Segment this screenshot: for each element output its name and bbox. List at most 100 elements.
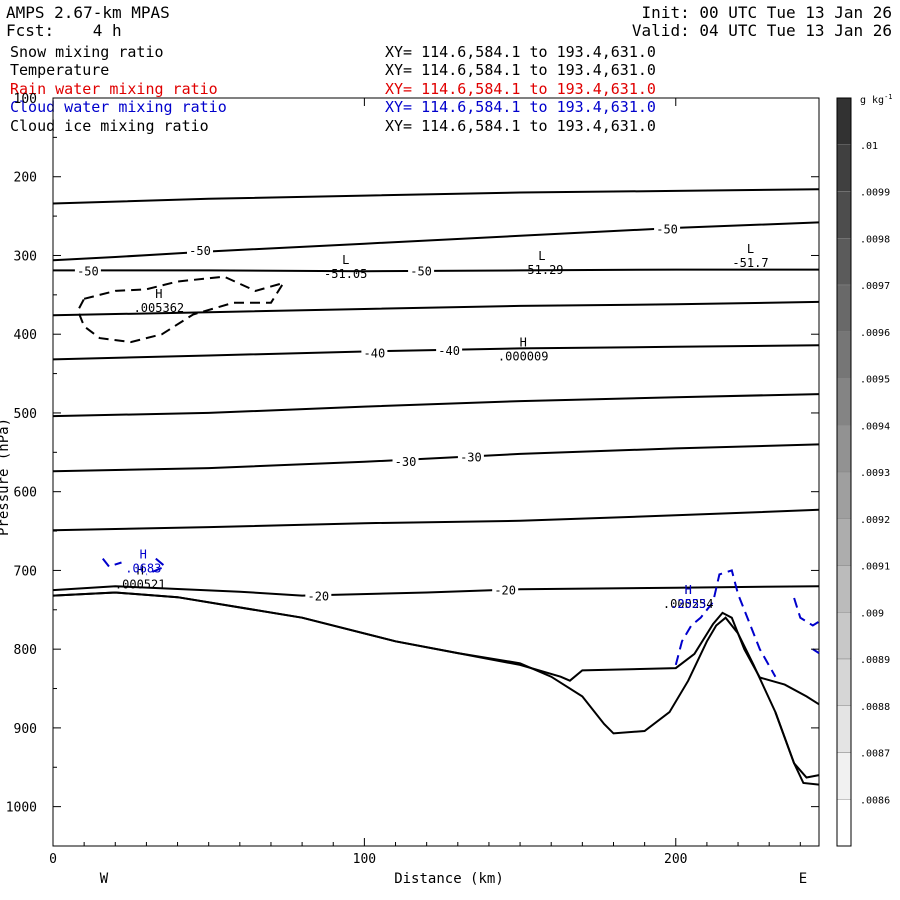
contour-label-9: -20 <box>494 583 516 597</box>
plot-layer: -50-50 -50-50-40 -40-30 -30-20 -20L-51.05L-5… <box>52 188 820 786</box>
field-name-cloud-ice: Cloud ice mixing ratio <box>10 117 209 135</box>
contour-label-0: -50 <box>189 244 211 258</box>
field-name-temperature: Temperature <box>10 61 110 79</box>
colorbar-label-13: .0087 <box>860 749 890 760</box>
contour-label-8: -20 <box>307 590 329 604</box>
colorbar-frame <box>836 97 852 847</box>
extremum-value-1: -51.29 <box>520 263 563 277</box>
extremum-letter-2: L <box>747 242 754 256</box>
y-tick-label-6: 700 <box>14 564 37 579</box>
temperature-contour-5 <box>52 393 820 418</box>
colorbar-segment-1 <box>836 144 852 192</box>
cloud-water-contour-1 <box>146 557 167 576</box>
contour-label-bg-9 <box>492 582 519 596</box>
colorbar-label-12: .0088 <box>860 702 890 713</box>
cloud-water-contour-4 <box>812 648 820 654</box>
extremum-letter-6: H <box>140 548 147 562</box>
forecast-hours: 4 h <box>92 21 122 40</box>
temperature-contour-1 <box>52 221 820 262</box>
contour-label-2: -50 <box>410 264 432 278</box>
colorbar-label-2: .0098 <box>860 234 890 245</box>
snow-contour <box>76 275 286 344</box>
colorbar-segment-14 <box>836 752 852 800</box>
plot-frame <box>52 97 820 847</box>
colorbar-label-11: .0089 <box>860 655 890 666</box>
colorbar-segment-13 <box>836 705 852 753</box>
colorbar-label-14: .0086 <box>860 795 890 806</box>
colorbar-units-exp: -1 <box>884 93 892 101</box>
extremum-value-3: .005362 <box>134 301 185 315</box>
colorbar-segment-10 <box>836 565 852 613</box>
colorbar-label-7: .0093 <box>860 468 890 479</box>
colorbar-label-8: .0092 <box>860 515 890 526</box>
field-xy-cloud-water: XY= 114.6,584.1 to 193.4,631.0 <box>385 98 656 116</box>
x-tick-label-1: 100 <box>353 852 376 867</box>
temperature-contour-8 <box>52 585 820 597</box>
contour-label-1: -50 <box>77 264 99 278</box>
init-time: Init: 00 UTC Tue 13 Jan 26 <box>641 3 892 22</box>
field-xy-rain: XY= 114.6,584.1 to 193.4,631.0 <box>385 80 656 98</box>
colorbar-segment-11 <box>836 612 852 660</box>
field-name-cloud-water: Cloud water mixing ratio <box>10 98 227 116</box>
temperature-contour-4 <box>52 344 820 361</box>
forecast-label: Fcst: 4 h <box>6 22 122 40</box>
y-tick-label-9: 1000 <box>6 801 37 816</box>
cloud-water-contour-0 <box>102 557 122 568</box>
extremum-letter-4: H <box>520 336 527 350</box>
colorbar-segment-7 <box>836 425 852 473</box>
colorbar-label-5: .0095 <box>860 375 890 386</box>
colorbar-segment-6 <box>836 378 852 426</box>
valid-time: Valid: 04 UTC Tue 13 Jan 26 <box>631 21 892 40</box>
y-tick-label-5: 600 <box>14 486 37 501</box>
colorbar-units-base: g kg <box>860 95 884 106</box>
extremum-letter-0: L <box>342 253 349 267</box>
east-label: E <box>799 871 807 887</box>
colorbar-label-3: .0097 <box>860 281 890 292</box>
colorbar-units: g kg-1 <box>860 93 893 106</box>
colorbar-segment-3 <box>836 238 852 286</box>
cloud-water-contour-3 <box>793 597 820 627</box>
contour-label-bg-6 <box>392 453 419 467</box>
x-axis-label: Distance (km) <box>394 871 504 887</box>
y-tick-label-1: 200 <box>14 171 37 186</box>
terrain-line-lower <box>52 591 820 786</box>
contour-label-4: -40 <box>364 346 386 360</box>
cloud-water-contour-2 <box>674 569 777 678</box>
y-tick-label-3: 400 <box>14 328 37 343</box>
colorbar-segment-4 <box>836 284 852 332</box>
contour-label-bg-4 <box>361 345 388 359</box>
field-xy-snow: XY= 114.6,584.1 to 193.4,631.0 <box>385 43 656 61</box>
west-label: W <box>100 871 109 887</box>
colorbar-segment-8 <box>836 471 852 519</box>
temperature-contour-0 <box>52 188 820 205</box>
contour-label-bg-0 <box>187 242 214 256</box>
contour-label-3: -50 <box>656 223 678 237</box>
terrain-line-lower-2 <box>774 711 820 779</box>
y-tick-label-4: 500 <box>14 407 37 422</box>
contour-label-bg-3 <box>654 221 681 235</box>
y-axis-label: Pressure (hPa) <box>0 418 12 536</box>
colorbar-segment-12 <box>836 658 852 706</box>
colorbar-label-0: .01 <box>860 141 878 152</box>
axis-layer: 100 200 300 400 500 600 700 800 900 1000 0 100 200 <box>6 92 819 867</box>
y-tick-label-2: 300 <box>14 249 37 264</box>
contour-label-bg-1 <box>74 263 101 277</box>
colorbar-label-4: .0096 <box>860 328 890 339</box>
field-xy-cloud-ice: XY= 114.6,584.1 to 193.4,631.0 <box>385 117 656 135</box>
colorbar: g kg-1 .01 .0099 .0098 .0097 .0096 .0095 .0094… <box>836 93 893 847</box>
colorbar-label-9: .0091 <box>860 562 890 573</box>
colorbar-label-6: .0094 <box>860 421 890 432</box>
field-name-rain: Rain water mixing ratio <box>10 80 218 98</box>
y-tick-label-8: 900 <box>14 722 37 737</box>
extremum-letter-7: H <box>685 583 692 597</box>
extremum-value-4: .000009 <box>498 350 549 364</box>
colorbar-segment-9 <box>836 518 852 566</box>
contour-label-6: -30 <box>395 455 417 469</box>
x-tick-label-2: 200 <box>664 852 687 867</box>
extremum-letter-5: H <box>137 563 144 577</box>
colorbar-segment-15 <box>836 799 852 847</box>
contour-label-5: -40 <box>438 344 460 358</box>
extremum-letter-3: H <box>155 287 162 301</box>
temperature-contour-6 <box>52 443 820 473</box>
